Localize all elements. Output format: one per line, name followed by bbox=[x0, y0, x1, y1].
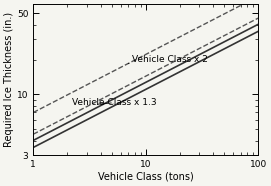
Text: Vehicle Class x 2: Vehicle Class x 2 bbox=[128, 55, 208, 64]
Text: Vehicle Class x 1.3: Vehicle Class x 1.3 bbox=[72, 98, 156, 107]
Y-axis label: Required Ice Thickness (in.): Required Ice Thickness (in.) bbox=[4, 12, 14, 147]
X-axis label: Vehicle Class (tons): Vehicle Class (tons) bbox=[98, 172, 194, 182]
